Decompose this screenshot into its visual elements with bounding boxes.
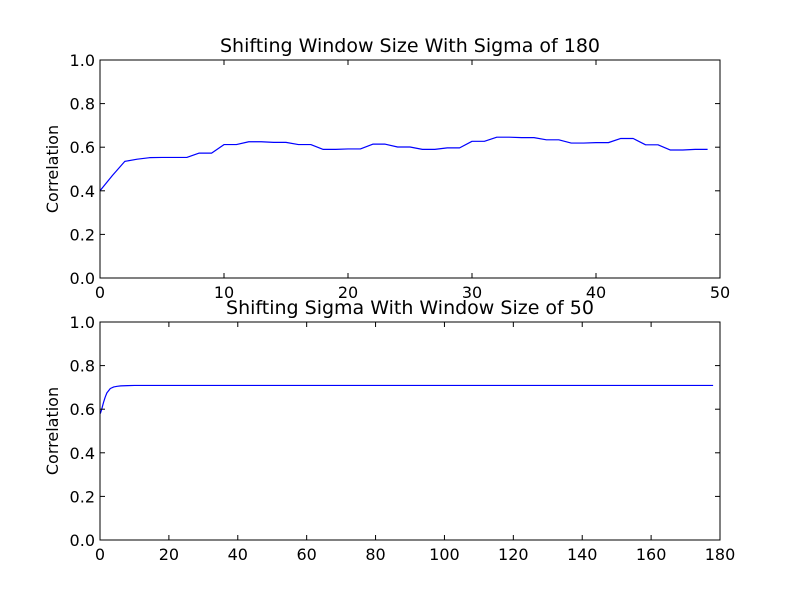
plot-frame [99, 321, 721, 541]
x-tick-label: 40 [228, 545, 248, 564]
series-line-1 [99, 384, 714, 414]
plot-frame [99, 59, 721, 279]
y-tick-label: 0.2 [70, 225, 95, 244]
y-tick-label: 0.0 [70, 269, 95, 288]
x-tick-label: 100 [429, 545, 460, 564]
x-tick-label: 60 [296, 545, 316, 564]
y-tick-label: 0.8 [70, 95, 95, 114]
x-tick-label: 120 [498, 545, 529, 564]
y-tick-label: 1.0 [70, 51, 95, 70]
subplot-1: 0 10 20 30 40 50 0.0 0.2 0.4 0.6 0.8 1.0 Shifting Wi… [43, 35, 730, 302]
x-tick-label: 0 [95, 283, 105, 302]
x-tick-label: 50 [710, 283, 730, 302]
y-tick-label: 0.6 [70, 400, 95, 419]
x-tick-label: 40 [586, 283, 606, 302]
x-tick-label: 10 [214, 283, 234, 302]
x-tick-label: 160 [636, 545, 667, 564]
x-tick-label: 20 [338, 283, 358, 302]
y-tick-label: 0.2 [70, 487, 95, 506]
y-tick-label: 1.0 [70, 313, 95, 332]
x-tick-label: 180 [705, 545, 736, 564]
y-tick-label: 0.4 [70, 182, 95, 201]
y-axis-label: Correlation [43, 387, 62, 475]
x-tick-label: 20 [159, 545, 179, 564]
x-tick-label: 0 [95, 545, 105, 564]
y-tick-label: 0.6 [70, 138, 95, 157]
series-line-1 [99, 136, 708, 192]
x-tick-label: 30 [462, 283, 482, 302]
y-tick-label: 0.0 [70, 531, 95, 550]
y-tick-label: 0.4 [70, 444, 95, 463]
subplot-2: 0 20 40 60 80 100 120 140 160 180 0.0 0.2 0.4 0.6 0.8 1… [43, 297, 735, 564]
x-tick-label: 140 [567, 545, 598, 564]
x-tick-label: 80 [365, 545, 385, 564]
chart-title: Shifting Sigma With Window Size of 50 [226, 297, 594, 319]
chart-title: Shifting Window Size With Sigma of 180 [220, 35, 600, 57]
y-axis-label: Correlation [43, 125, 62, 213]
y-tick-label: 0.8 [70, 357, 95, 376]
